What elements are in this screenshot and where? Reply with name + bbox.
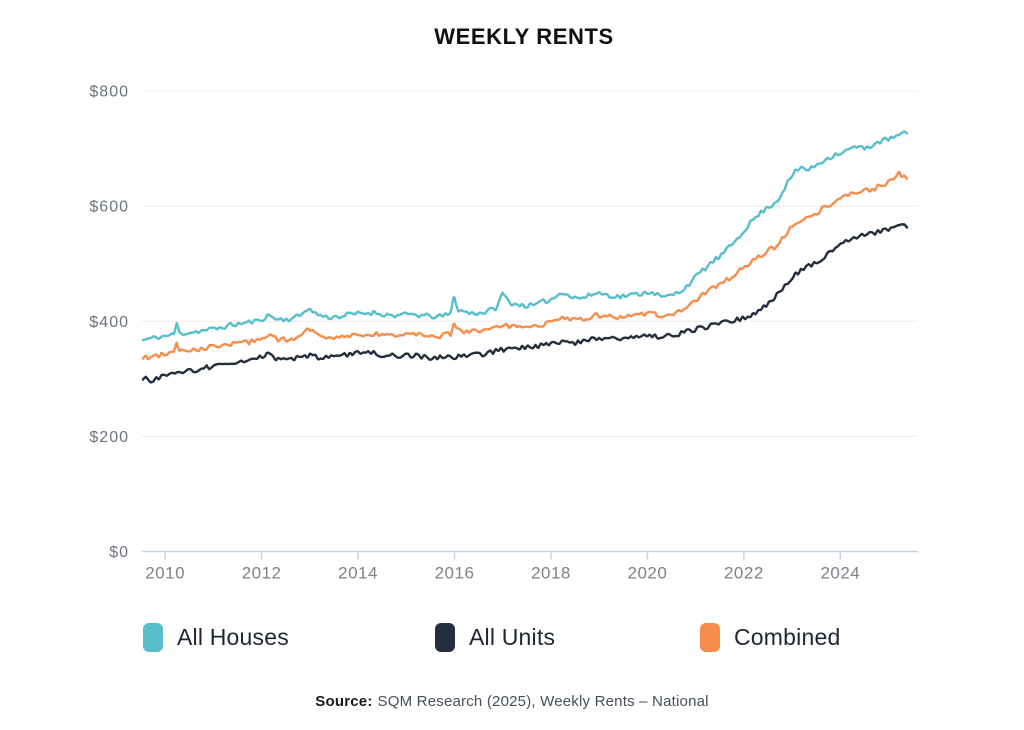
x-axis-tick-label: 2010 <box>145 564 185 583</box>
series-line-combined <box>141 170 909 361</box>
source-label: Source: <box>315 693 373 710</box>
x-axis-tick-label: 2014 <box>338 564 378 583</box>
source-note: Source: SQM Research (2025), Weekly Rents… <box>0 693 1024 710</box>
y-axis-tick-label: $200 <box>89 429 129 446</box>
source-text: SQM Research (2025), Weekly Rents – Nati… <box>377 693 709 710</box>
x-axis-tick-label: 2020 <box>628 564 668 583</box>
legend-item-all-houses: All Houses <box>143 618 289 656</box>
legend-label-all-houses: All Houses <box>177 623 289 650</box>
x-axis-tick-label: 2018 <box>531 564 571 583</box>
legend-swatch-all-units <box>435 622 455 652</box>
legend-swatch-combined <box>700 622 720 652</box>
x-axis-tick-label: 2012 <box>242 564 282 583</box>
x-axis-tick-label: 2016 <box>435 564 475 583</box>
chart-title: WEEKLY RENTS <box>434 24 614 49</box>
legend: All Houses All Units Combined <box>0 618 1024 656</box>
y-axis-tick-label: $0 <box>109 544 129 561</box>
legend-item-all-units: All Units <box>435 618 555 656</box>
legend-label-combined: Combined <box>734 623 841 650</box>
y-axis-tick-label: $800 <box>89 84 129 101</box>
x-axis-tick-label: 2022 <box>724 564 764 583</box>
legend-label-all-units: All Units <box>469 623 556 650</box>
series-line-all-units <box>141 223 909 384</box>
legend-swatch-all-houses <box>143 622 163 652</box>
x-axis-tick-label: 2024 <box>820 564 860 583</box>
series-line-all-houses <box>141 130 909 342</box>
y-axis-tick-label: $400 <box>89 314 129 331</box>
y-axis-tick-label: $600 <box>89 199 129 216</box>
legend-item-combined: Combined <box>700 618 840 656</box>
